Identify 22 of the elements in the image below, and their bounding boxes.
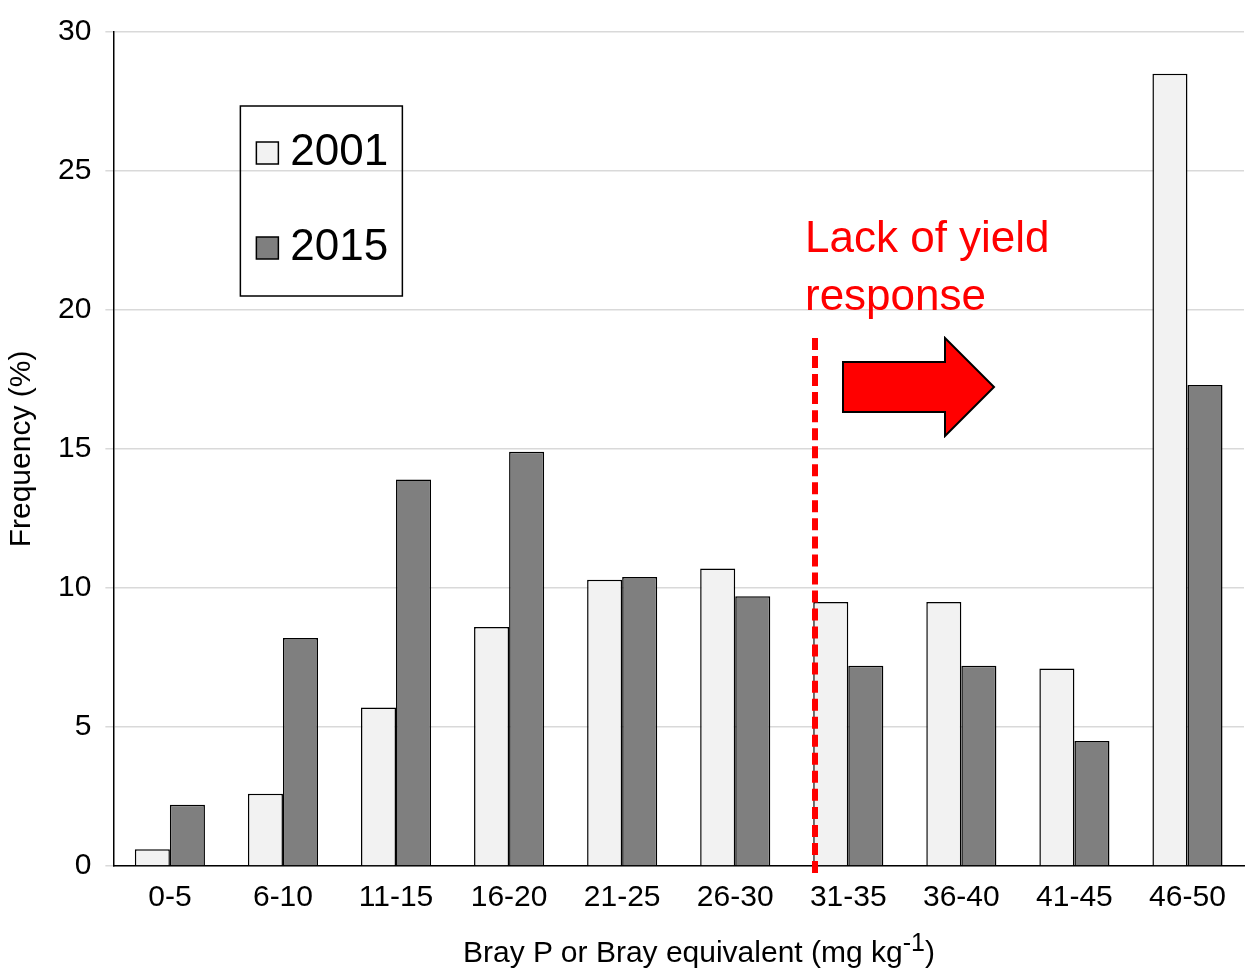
y-tick-label: 15	[57, 430, 92, 464]
legend-label: 2015	[290, 220, 389, 270]
y-tick-label: 5	[74, 708, 92, 742]
x-tick-label: 41-45	[1036, 879, 1113, 913]
x-tick-label: 31-35	[809, 879, 887, 913]
y-axis-title: Frequency (%)	[3, 350, 37, 548]
x-axis-title: Bray P or Bray equivalent (mg kg$^{-1}$)	[462, 928, 936, 969]
y-tick-label: 10	[57, 569, 92, 603]
x-tick-label: 26-30	[696, 879, 774, 913]
y-tick-label: 20	[57, 291, 92, 325]
x-tick-label: 0-5	[148, 879, 192, 913]
x-tick-label: 36-40	[922, 879, 1000, 913]
y-tick-label: 0	[74, 847, 92, 881]
annotation: Lack of yield response	[805, 212, 1050, 320]
x-tick-label: 46-50	[1149, 879, 1226, 913]
x-tick-label: 6-10	[252, 879, 313, 913]
x-tick-label: 21-25	[583, 879, 661, 913]
x-tick-label: 16-20	[470, 879, 548, 913]
y-tick-label: 30	[57, 13, 92, 47]
legend-label: 2001	[290, 125, 389, 175]
x-tick-label: 11-15	[358, 879, 434, 913]
y-tick-label: 25	[57, 152, 92, 186]
